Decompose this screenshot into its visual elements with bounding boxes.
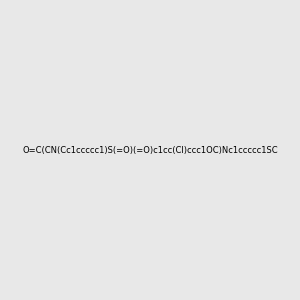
Text: O=C(CN(Cc1ccccc1)S(=O)(=O)c1cc(Cl)ccc1OC)Nc1ccccc1SC: O=C(CN(Cc1ccccc1)S(=O)(=O)c1cc(Cl)ccc1OC… [22, 146, 278, 154]
